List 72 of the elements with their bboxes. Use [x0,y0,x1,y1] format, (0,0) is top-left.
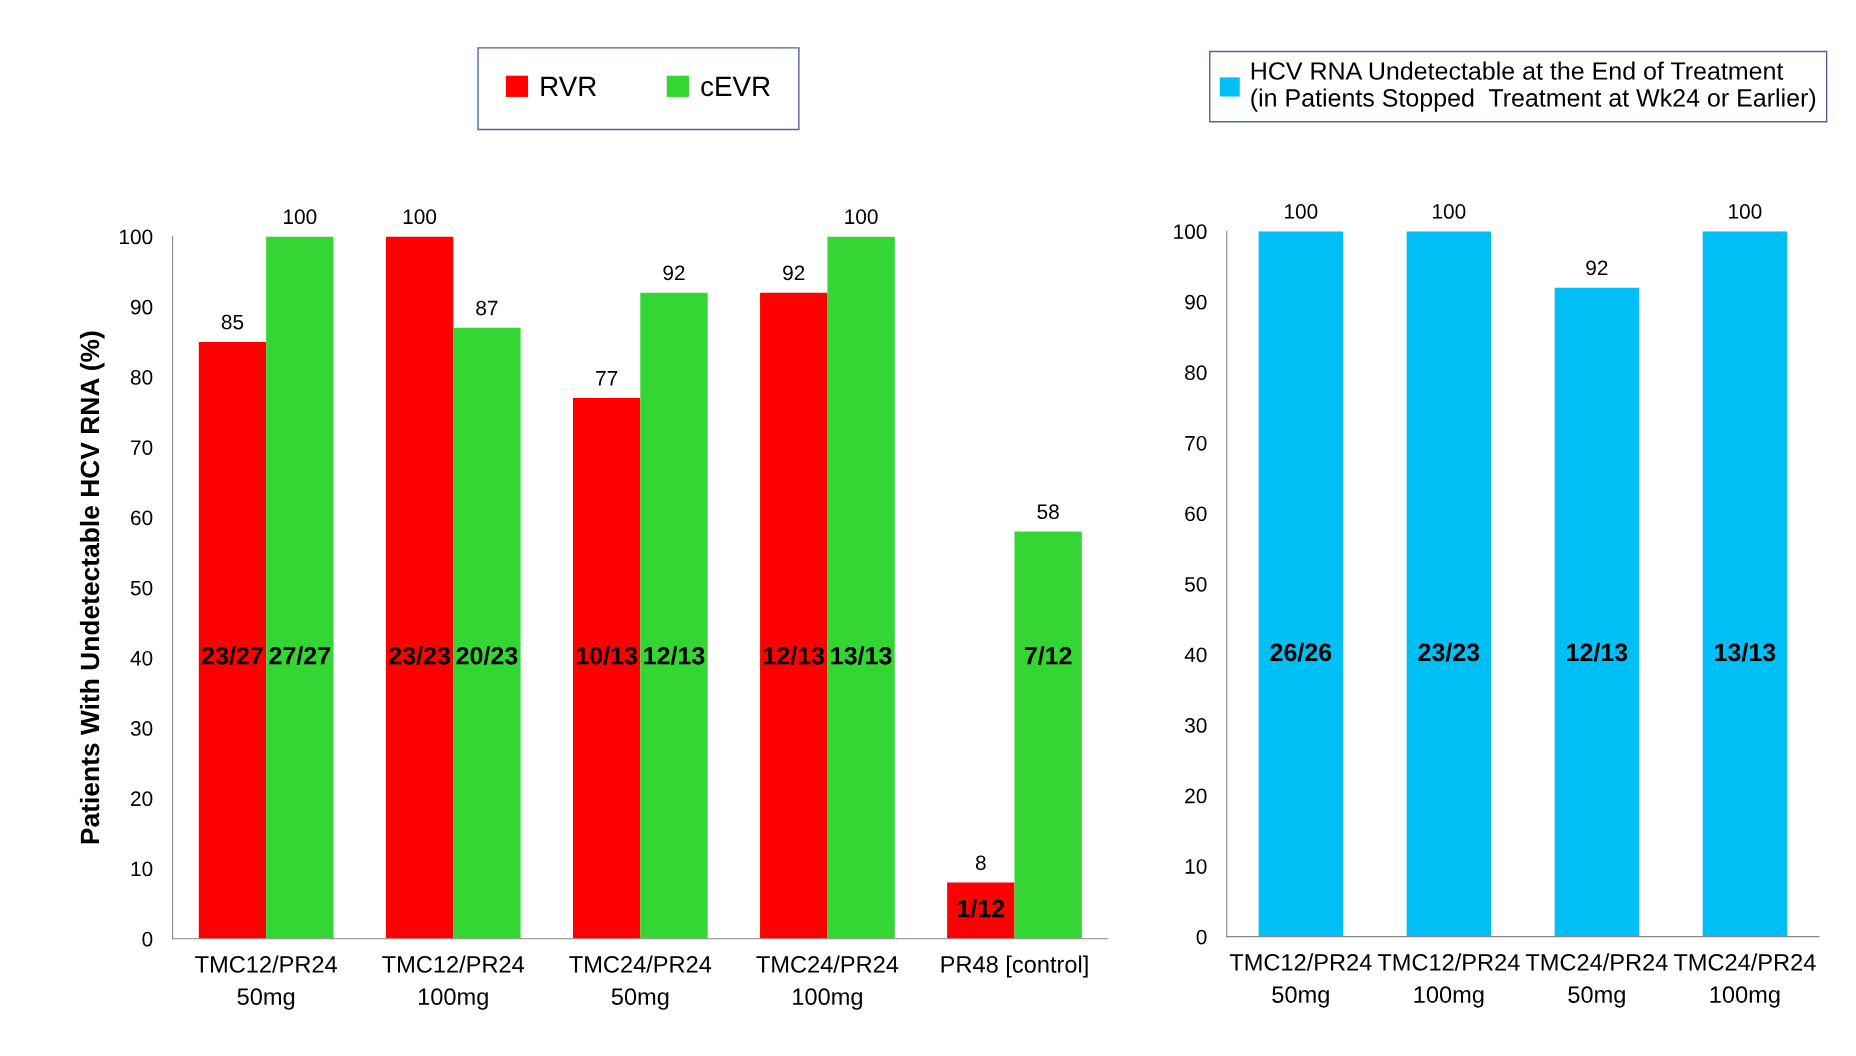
bar [827,236,895,939]
y-tick-label: 40 [1184,647,1207,663]
y-tick-label: 80 [130,369,153,385]
annotation: 13/13 [831,646,892,665]
x-tick-label: TMC12/PR24 50mg [1229,953,1372,1008]
bar [1014,531,1082,939]
annotation: 20/23 [456,646,518,665]
annotation: 1/12 [958,899,1005,918]
y-tick-label: 70 [131,440,153,455]
annotation: 12/13 [644,646,705,665]
annotation: 23/23 [1418,642,1480,662]
data-label: 92 [1586,260,1608,276]
annotation: 23/27 [202,646,263,665]
bar [760,292,828,939]
legend-label: HCV RNA Undetectable at the End of Treatment (in Patients Stopped Treatment at Wk24 or Earlier) [1251,61,1816,112]
x-tick-label: TMC12/PR24 50mg [195,955,337,1010]
annotation: 13/13 [1715,642,1776,662]
bar [385,236,454,939]
bar [266,236,334,939]
y-tick-label: 60 [1185,506,1207,522]
data-label: 87 [476,300,498,316]
y-tick-label: 10 [131,861,153,877]
y-tick-label: 50 [1185,576,1207,592]
data-label: 85 [221,314,244,330]
y-tick-label: 10 [1185,859,1207,874]
annotation: 12/13 [1567,642,1628,662]
bar [198,341,267,939]
annotation: 7/12 [1024,646,1072,665]
bar [572,398,641,939]
data-label: 100 [403,209,437,225]
data-label: 92 [663,265,685,281]
x-tick-label: PR48 [control] [941,955,1088,978]
y-tick-label: 30 [130,721,153,736]
annotation: 10/13 [576,646,638,665]
data-label: 100 [1285,204,1318,219]
y-tick-label: 90 [1185,294,1207,310]
y-tick-label: 30 [1185,718,1207,733]
y-tick-label: 20 [131,791,153,807]
annotation: 26/26 [1270,642,1332,662]
annotation: 23/23 [389,646,450,665]
data-label: 77 [596,371,618,386]
bar [453,327,521,939]
y-tick-label: 70 [1185,435,1207,451]
x-tick-label: TMC12/PR24 100mg [382,955,525,1010]
y-tick-label: 50 [130,580,153,596]
y-tick-label: 0 [142,931,153,947]
data-label: 100 [284,209,317,225]
x-tick-label: TMC24/PR24 100mg [756,955,899,1010]
legend-label: RVR [541,76,597,96]
y-tick-label: 90 [130,299,153,315]
data-label: 100 [845,209,878,225]
annotation: 27/27 [269,646,331,665]
legend-label: cEVR [701,76,770,97]
y-tick-label: 100 [120,229,153,245]
data-label: 58 [1037,504,1059,520]
data-label: 8 [975,855,986,871]
y-tick-label: 60 [131,510,153,526]
data-label: 92 [783,265,805,281]
annotation: 12/13 [764,646,825,665]
y-tick-label: 40 [130,650,153,666]
y-tick-label: 0 [1196,929,1207,945]
y-axis-title: Patients With Undetectable HCV RNA (%) [79,331,105,844]
data-label: 100 [1433,204,1466,219]
y-tick-label: 80 [1185,365,1207,381]
x-tick-label: TMC24/PR24 50mg [569,955,712,1010]
data-label: 100 [1729,204,1762,219]
y-tick-label: 20 [1185,788,1207,804]
bar [640,292,708,939]
x-tick-label: TMC24/PR24 50mg [1525,953,1668,1008]
x-tick-label: TMC24/PR24 100mg [1673,953,1816,1008]
x-tick-label: TMC12/PR24 100mg [1377,953,1520,1008]
y-tick-label: 100 [1174,224,1207,240]
